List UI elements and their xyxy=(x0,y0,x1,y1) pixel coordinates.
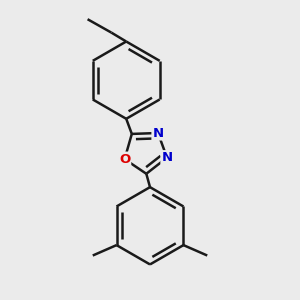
Text: N: N xyxy=(161,151,172,164)
Text: N: N xyxy=(152,127,164,140)
Text: O: O xyxy=(119,153,130,166)
